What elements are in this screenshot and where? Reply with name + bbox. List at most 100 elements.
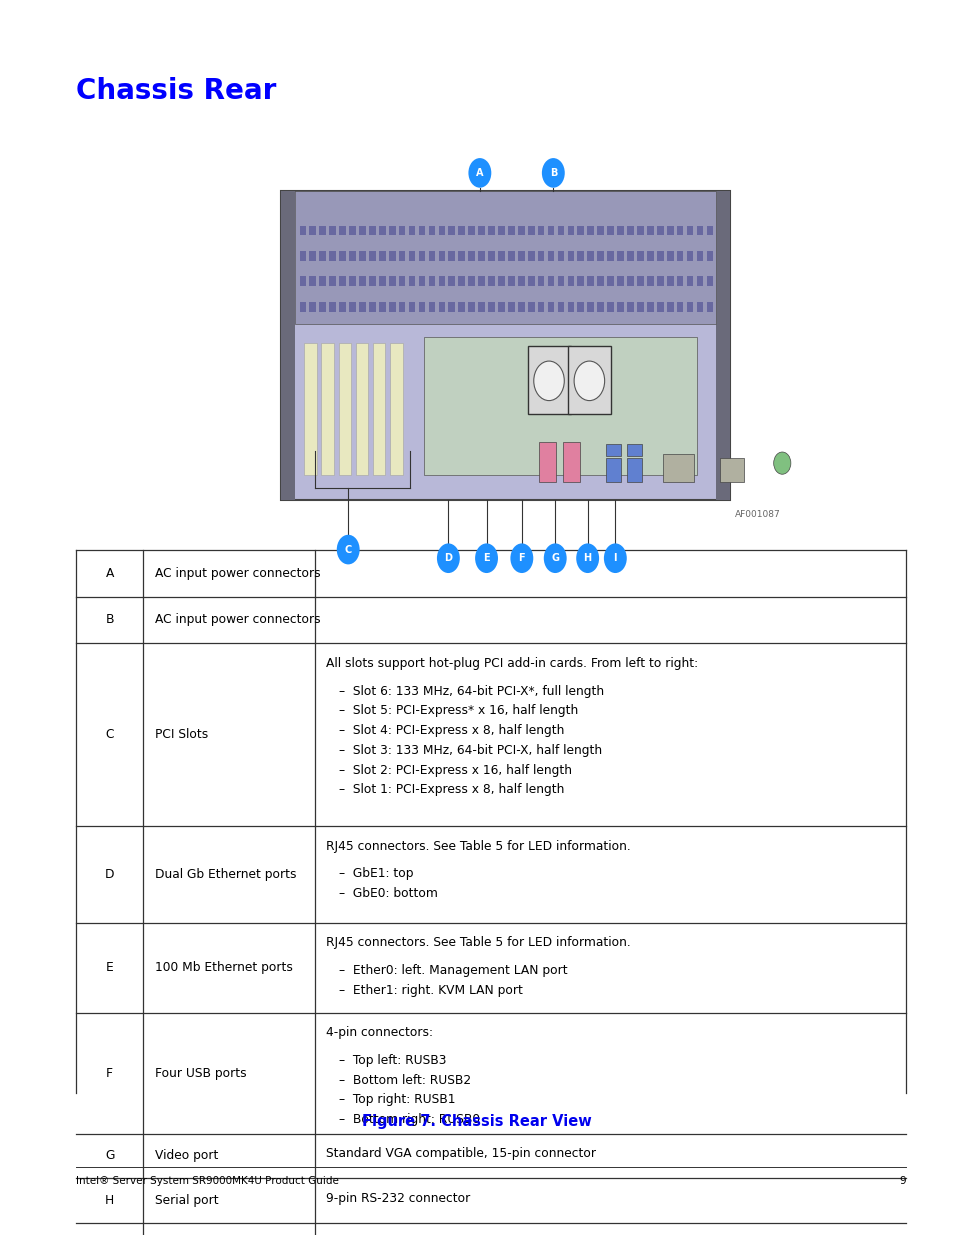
Bar bbox=[538, 442, 556, 482]
Bar bbox=[662, 454, 693, 482]
Bar bbox=[637, 251, 643, 261]
Bar bbox=[309, 251, 315, 261]
Bar bbox=[568, 346, 611, 414]
Text: Intel® Server System SR9000MK4U Product Guide: Intel® Server System SR9000MK4U Product … bbox=[76, 1176, 339, 1186]
Text: A: A bbox=[476, 168, 483, 178]
Bar bbox=[418, 277, 425, 287]
Bar bbox=[666, 251, 673, 261]
Bar bbox=[537, 277, 544, 287]
Bar bbox=[329, 226, 335, 236]
Bar bbox=[686, 226, 693, 236]
Text: G: G bbox=[105, 1150, 114, 1162]
Bar bbox=[597, 251, 603, 261]
Bar bbox=[637, 226, 643, 236]
Bar bbox=[319, 226, 326, 236]
Bar bbox=[587, 277, 594, 287]
Text: B: B bbox=[549, 168, 557, 178]
Bar bbox=[457, 303, 464, 312]
Text: Figure 7. Chassis Rear View: Figure 7. Chassis Rear View bbox=[362, 1114, 591, 1129]
Text: –  GbE1: top: – GbE1: top bbox=[338, 867, 413, 881]
Text: I: I bbox=[613, 553, 617, 563]
Bar bbox=[358, 226, 365, 236]
Bar bbox=[587, 251, 594, 261]
Bar bbox=[657, 277, 663, 287]
Bar bbox=[488, 226, 495, 236]
Bar bbox=[428, 226, 435, 236]
Bar bbox=[477, 251, 484, 261]
Bar bbox=[646, 303, 653, 312]
Bar bbox=[605, 458, 620, 482]
Bar bbox=[666, 303, 673, 312]
Bar bbox=[339, 277, 346, 287]
Bar bbox=[349, 251, 355, 261]
Bar bbox=[507, 303, 515, 312]
Bar bbox=[477, 226, 484, 236]
Bar bbox=[527, 251, 534, 261]
Bar bbox=[438, 226, 445, 236]
Circle shape bbox=[510, 543, 533, 573]
Bar bbox=[720, 458, 743, 482]
Bar bbox=[378, 303, 385, 312]
Text: Dual Gb Ethernet ports: Dual Gb Ethernet ports bbox=[154, 868, 295, 881]
Text: All slots support hot-plug PCI add-in cards. From left to right:: All slots support hot-plug PCI add-in ca… bbox=[326, 657, 698, 671]
Text: Chassis Rear: Chassis Rear bbox=[76, 77, 276, 105]
Bar bbox=[676, 251, 682, 261]
Bar bbox=[299, 303, 306, 312]
Bar bbox=[696, 251, 702, 261]
Bar bbox=[527, 226, 534, 236]
Text: –  GbE0: bottom: – GbE0: bottom bbox=[338, 887, 437, 900]
Circle shape bbox=[475, 543, 497, 573]
Text: RJ45 connectors. See Table 5 for LED information.: RJ45 connectors. See Table 5 for LED inf… bbox=[326, 840, 630, 853]
Text: B: B bbox=[106, 614, 113, 626]
Bar bbox=[457, 277, 464, 287]
Bar bbox=[468, 226, 475, 236]
Bar bbox=[369, 303, 375, 312]
Bar bbox=[304, 343, 316, 475]
Bar bbox=[398, 277, 405, 287]
Text: PCI Slots: PCI Slots bbox=[154, 729, 208, 741]
Bar bbox=[607, 277, 614, 287]
Text: H: H bbox=[105, 1194, 114, 1207]
Bar bbox=[617, 277, 623, 287]
Text: G: G bbox=[551, 553, 558, 563]
Bar bbox=[468, 277, 475, 287]
Bar bbox=[321, 343, 334, 475]
Bar bbox=[577, 251, 583, 261]
Bar bbox=[527, 277, 534, 287]
Bar bbox=[408, 303, 415, 312]
Bar bbox=[448, 303, 455, 312]
Bar bbox=[438, 251, 445, 261]
Text: –  Ether0: left. Management LAN port: – Ether0: left. Management LAN port bbox=[338, 963, 567, 977]
Bar bbox=[497, 277, 504, 287]
Bar bbox=[378, 277, 385, 287]
Bar bbox=[646, 226, 653, 236]
Bar bbox=[438, 303, 445, 312]
Bar bbox=[567, 251, 574, 261]
Bar bbox=[507, 226, 515, 236]
Text: –  Slot 1: PCI-Express x 8, half length: – Slot 1: PCI-Express x 8, half length bbox=[338, 783, 563, 797]
Text: AF001087: AF001087 bbox=[734, 510, 780, 519]
Bar bbox=[517, 226, 524, 236]
Circle shape bbox=[436, 543, 459, 573]
Bar bbox=[666, 226, 673, 236]
Bar bbox=[537, 226, 544, 236]
Bar bbox=[706, 226, 713, 236]
Bar bbox=[373, 343, 385, 475]
Bar bbox=[438, 277, 445, 287]
Circle shape bbox=[574, 361, 604, 400]
Bar bbox=[517, 303, 524, 312]
Bar bbox=[309, 303, 315, 312]
Bar bbox=[716, 191, 729, 500]
Bar bbox=[666, 277, 673, 287]
Text: –  Slot 4: PCI-Express x 8, half length: – Slot 4: PCI-Express x 8, half length bbox=[338, 724, 563, 737]
Bar bbox=[527, 303, 534, 312]
Bar bbox=[567, 277, 574, 287]
Text: D: D bbox=[105, 868, 114, 881]
Bar bbox=[626, 458, 641, 482]
Text: A: A bbox=[106, 567, 113, 579]
Bar bbox=[389, 303, 395, 312]
Text: –  Bottom right: RUSB0: – Bottom right: RUSB0 bbox=[338, 1113, 479, 1126]
Text: –  Slot 2: PCI-Express x 16, half length: – Slot 2: PCI-Express x 16, half length bbox=[338, 763, 571, 777]
Bar bbox=[617, 303, 623, 312]
Bar bbox=[358, 303, 365, 312]
